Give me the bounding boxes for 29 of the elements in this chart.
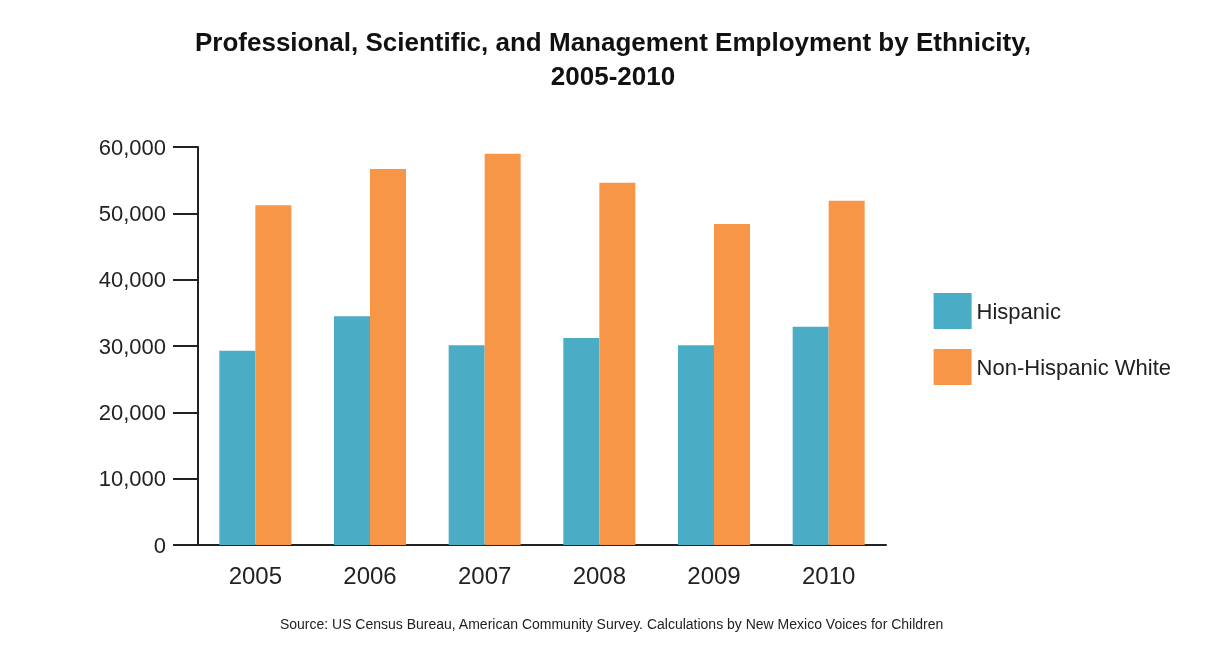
bar [828,200,865,545]
y-tick-label: 10,000 [98,466,166,492]
y-tick-label: 20,000 [98,399,166,425]
y-tick-label: 0 [153,532,166,558]
x-tick-label: 2005 [228,561,283,589]
bar [484,153,521,545]
source-note: Source: US Census Bureau, American Community Survey. Calculations by New Mexico Voices for Children [279,616,944,632]
y-tick-label: 50,000 [98,200,166,226]
x-tick-label: 2010 [801,561,856,589]
bar [599,182,636,545]
y-tick-label: 30,000 [98,333,166,359]
y-tick-label: 40,000 [98,267,166,293]
x-tick-label: 2007 [457,561,512,589]
bar [334,316,370,545]
legend-label: Hispanic [976,298,1061,324]
bar [792,326,829,545]
chart-title: Professional, Scientific, and Management Employment by Ethnicity, 2005-2010 [194,27,1032,91]
bar [255,205,292,545]
x-tick-label: 2006 [343,561,397,589]
bar [714,223,750,545]
bar [563,338,600,545]
bar [370,168,406,545]
bar [448,345,485,545]
legend-label: Non-Hispanic White [976,354,1171,380]
y-tick-label: 60,000 [98,134,166,160]
x-tick-label: 2009 [687,561,741,589]
bar [678,345,714,545]
bar [219,350,256,545]
x-tick-label: 2008 [572,561,627,589]
